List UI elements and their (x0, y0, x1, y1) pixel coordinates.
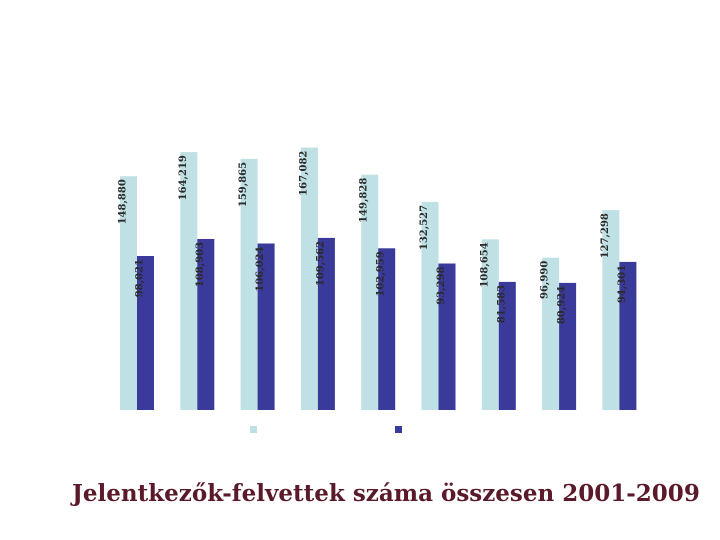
data-label-series-1-item-8: 96,990 (540, 261, 551, 299)
data-label-series-2-item-9: 94,301 (617, 265, 628, 303)
data-label-series-2-item-8: 80,924 (557, 286, 568, 324)
data-label-series-2-item-4: 109,562 (315, 241, 326, 286)
bar-series-2-item-9 (619, 261, 637, 410)
legend-swatch-series-2 (395, 426, 402, 433)
bar-series-2-item-8 (559, 282, 577, 410)
data-label-series-1-item-5: 149,828 (359, 178, 370, 223)
bar-series-1-item-3 (240, 158, 258, 410)
bar-series-2-item-7 (498, 281, 516, 410)
chart-title: Jelentkezők-felvettek száma összesen 200… (72, 480, 700, 507)
bar-series-1-item-9 (602, 210, 620, 410)
bar-series-1-item-4 (300, 147, 318, 410)
data-label-series-1-item-1: 148,880 (118, 179, 129, 224)
data-label-series-2-item-6: 93,298 (436, 266, 447, 304)
data-label-series-2-item-5: 102,959 (376, 251, 387, 296)
bar-series-2-item-4 (317, 237, 335, 410)
bar-series-1-item-6 (421, 201, 439, 410)
bar-series-1-item-7 (481, 239, 499, 410)
data-label-series-1-item-6: 132,527 (419, 205, 430, 250)
bar-series-1-item-2 (180, 152, 198, 410)
bar-series-2-item-6 (438, 263, 456, 410)
bar-series-2-item-1 (137, 256, 154, 410)
data-label-series-2-item-1: 98,021 (135, 259, 146, 297)
data-label-series-1-item-3: 159,865 (238, 162, 249, 207)
bar-series-1-item-1 (120, 176, 137, 410)
data-label-series-2-item-2: 108,903 (195, 242, 206, 287)
bar-series-1-item-8 (542, 257, 560, 410)
bar-series-2-item-2 (197, 239, 215, 410)
legend-swatch-series-1 (250, 426, 257, 433)
bar-series-1-item-5 (361, 174, 379, 410)
data-label-series-1-item-2: 164,219 (178, 155, 189, 200)
data-label-series-1-item-7: 108,654 (479, 242, 490, 287)
bar-series-2-item-5 (378, 248, 396, 410)
bar-chart: 148,880 164,219 159,865 167,082 149,828 132,5… (118, 147, 637, 410)
data-label-series-2-item-3: 106,024 (255, 246, 266, 291)
bar-series-2-item-3 (257, 243, 275, 410)
data-label-series-2-item-7: 81,583 (496, 285, 507, 323)
data-label-series-1-item-4: 167,082 (298, 151, 309, 196)
data-label-series-1-item-9: 127,298 (600, 213, 611, 258)
